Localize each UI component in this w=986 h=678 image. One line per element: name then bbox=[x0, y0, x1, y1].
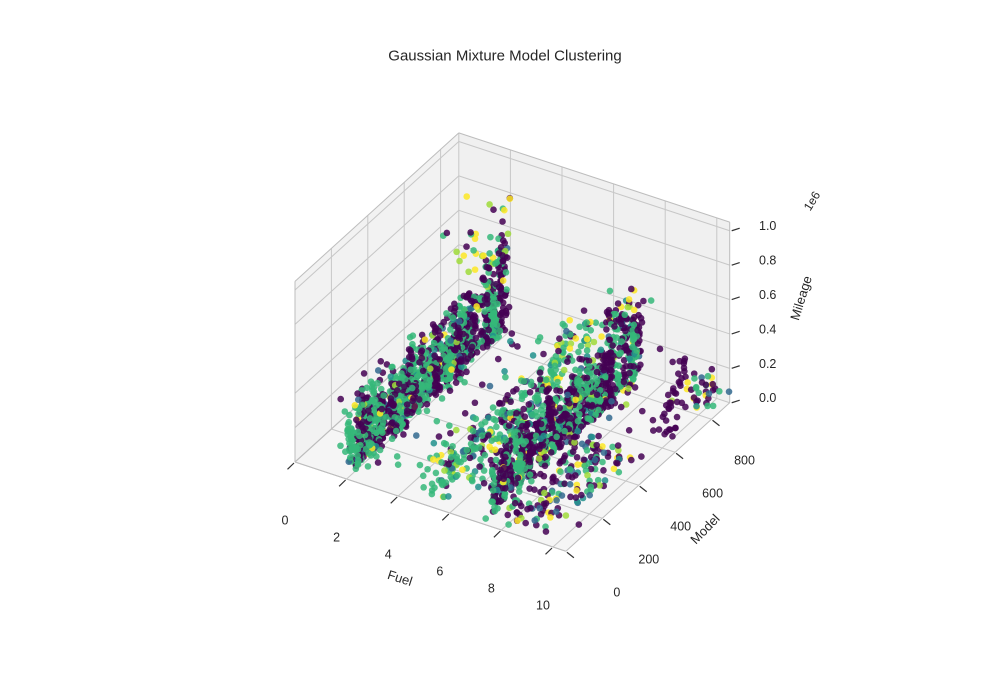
chart-title: Gaussian Mixture Model Clustering bbox=[388, 47, 622, 65]
